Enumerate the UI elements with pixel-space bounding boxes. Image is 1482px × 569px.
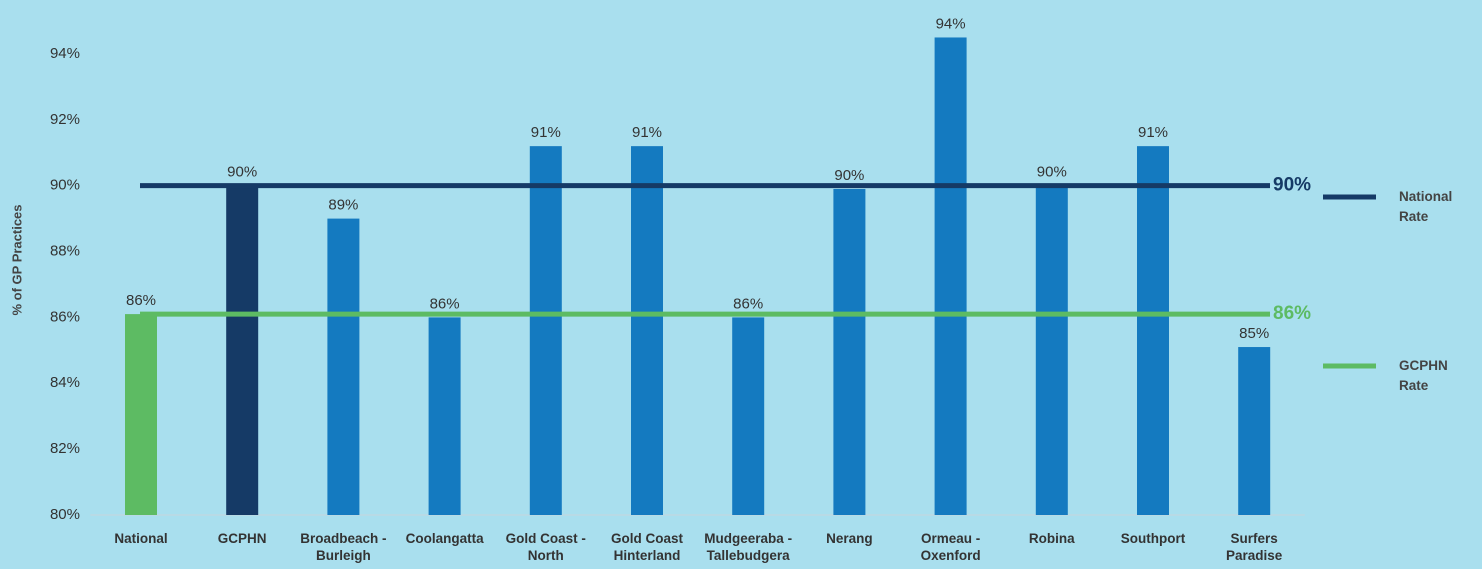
- x-tick-label: Mudgeeraba - Tallebudgera: [704, 531, 793, 563]
- x-tick-label: Ormeau - Oxenford: [920, 531, 981, 563]
- x-tick-label: Gold Coast Hinterland: [610, 531, 683, 563]
- legend-label: GCPHN Rate: [1399, 358, 1448, 393]
- data-label: 91%: [632, 124, 662, 141]
- bar: [125, 314, 157, 515]
- bar: [428, 317, 461, 515]
- reference-value-label: 86%: [1273, 303, 1311, 324]
- x-tick-label: Surfers Paradise: [1226, 531, 1283, 563]
- legend-label: National Rate: [1399, 189, 1453, 224]
- bar: [1137, 146, 1169, 515]
- y-tick-label: 86%: [50, 308, 80, 325]
- x-tick-label: National: [114, 531, 168, 546]
- x-tick-label: Coolangatta: [405, 531, 484, 546]
- bar: [327, 218, 360, 515]
- data-label: 89%: [328, 197, 358, 214]
- y-tick-label: 92%: [50, 111, 80, 128]
- y-tick-label: 88%: [50, 243, 80, 260]
- bar: [934, 37, 967, 515]
- data-label: 86%: [430, 295, 460, 312]
- reference-value-label: 90%: [1273, 175, 1311, 196]
- data-label: 86%: [733, 295, 763, 312]
- data-label: 90%: [834, 167, 864, 184]
- bar: [529, 146, 562, 515]
- data-label: 90%: [1037, 164, 1067, 181]
- bar: [833, 188, 866, 515]
- bar: [732, 317, 765, 515]
- x-tick-label: Southport: [1120, 531, 1186, 546]
- data-label: 86%: [126, 292, 156, 309]
- x-tick-label: Robina: [1028, 531, 1075, 546]
- y-tick-label: 82%: [50, 440, 80, 457]
- y-tick-label: 90%: [50, 177, 80, 194]
- bar: [1238, 347, 1271, 515]
- y-tick-label: 80%: [50, 506, 80, 523]
- x-tick-label: Gold Coast - North: [505, 531, 586, 563]
- data-label: 91%: [531, 124, 561, 141]
- data-label: 90%: [227, 164, 257, 181]
- y-axis-title: % of GP Practices: [9, 204, 24, 315]
- x-tick-label: Broadbeach - Burleigh: [300, 531, 387, 563]
- bar: [226, 185, 259, 515]
- x-tick-label: GCPHN: [217, 531, 267, 546]
- y-tick-label: 84%: [50, 374, 80, 391]
- x-tick-label: Nerang: [826, 531, 873, 546]
- bar: [1035, 185, 1068, 515]
- data-label: 94%: [936, 15, 966, 32]
- data-label: 91%: [1138, 124, 1168, 141]
- y-tick-label: 94%: [50, 45, 80, 62]
- data-label: 85%: [1239, 325, 1269, 342]
- bar: [631, 146, 663, 515]
